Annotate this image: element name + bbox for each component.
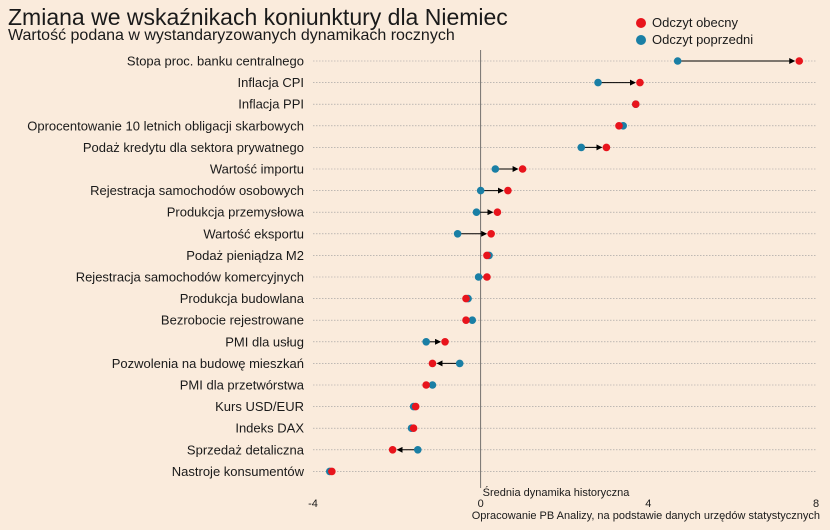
point-previous — [577, 143, 586, 152]
category-label: Inflacja PPI — [238, 97, 304, 112]
category-label: Nastroje konsumentów — [172, 464, 305, 479]
legend-dot-current — [636, 17, 646, 28]
source-caption: Opracowanie PB Analizy, na podstawie dan… — [471, 510, 820, 522]
point-previous — [491, 165, 500, 173]
category-label: Inflacja CPI — [238, 75, 304, 90]
point-previous — [428, 381, 437, 389]
legend-item-previous: Odczyt poprzedni — [636, 31, 753, 48]
category-label: Bezrobocie rejestrowane — [161, 313, 304, 328]
category-label: Indeks DAX — [235, 421, 304, 436]
legend-label-previous: Odczyt poprzedni — [652, 32, 754, 47]
point-previous — [455, 359, 464, 368]
point-current — [462, 294, 470, 303]
point-current — [615, 122, 623, 130]
x-tick-label: 8 — [813, 498, 819, 510]
point-current — [602, 143, 611, 152]
point-current — [409, 424, 418, 433]
category-label: Rejestracja samochodów komercyjnych — [76, 270, 304, 285]
category-label: Stopa proc. banku centralnego — [127, 54, 304, 69]
point-current — [518, 165, 527, 173]
x-tick-label: 0 — [478, 498, 484, 510]
point-previous — [594, 78, 602, 87]
category-label: PMI dla przetwórstwa — [180, 378, 305, 393]
category-label: Pozwolenia na budowę mieszkań — [112, 356, 304, 371]
point-previous — [474, 273, 483, 281]
category-label: Oprocentowanie 10 letnich obligacji skar… — [27, 118, 304, 133]
category-label: PMI dla usług — [225, 334, 304, 349]
x-tick-label: 4 — [645, 498, 651, 510]
chart-title: Zmiana we wskaźnikach koniunktury dla Ni… — [8, 4, 508, 30]
point-current — [428, 359, 437, 368]
point-current — [483, 251, 491, 260]
category-label: Produkcja budowlana — [180, 291, 305, 306]
point-current — [328, 467, 336, 476]
point-current — [795, 57, 804, 65]
legend-label-current: Odczyt obecny — [652, 15, 738, 30]
category-label: Rejestracja samochodów osobowych — [90, 183, 304, 198]
point-current — [411, 402, 420, 411]
point-previous — [468, 316, 477, 325]
point-previous — [476, 186, 485, 195]
point-current — [504, 186, 512, 195]
category-label: Podaż kredytu dla sektora prywatnego — [83, 140, 304, 155]
category-label: Wartość eksportu — [203, 226, 304, 241]
point-current — [493, 208, 502, 216]
category-label: Wartość importu — [210, 162, 304, 177]
category-label: Produkcja przemysłowa — [167, 205, 305, 220]
legend-item-current: Odczyt obecny — [636, 14, 753, 31]
point-current — [441, 338, 449, 346]
x-tick-label: -4 — [308, 498, 318, 510]
legend-dot-previous — [636, 34, 646, 45]
point-previous — [453, 230, 462, 238]
point-previous — [413, 446, 422, 454]
point-current — [388, 446, 397, 454]
point-previous — [673, 57, 682, 65]
point-current — [422, 381, 430, 389]
point-current — [462, 316, 470, 325]
chart-subtitle: Wartość podana w wystandaryzowanych dyna… — [8, 27, 455, 44]
point-current — [487, 230, 495, 238]
category-label: Sprzedaż detaliczna — [187, 442, 305, 457]
point-current — [483, 273, 491, 281]
point-previous — [422, 338, 430, 346]
legend: Odczyt obecny Odczyt poprzedni — [636, 14, 753, 48]
point-current — [631, 100, 640, 108]
category-label: Kurs USD/EUR — [215, 399, 304, 414]
category-label: Podaż pieniądza M2 — [186, 248, 304, 263]
reference-line-label: Średnia dynamika historyczna — [483, 486, 631, 499]
point-current — [636, 78, 644, 87]
point-previous — [472, 208, 481, 216]
